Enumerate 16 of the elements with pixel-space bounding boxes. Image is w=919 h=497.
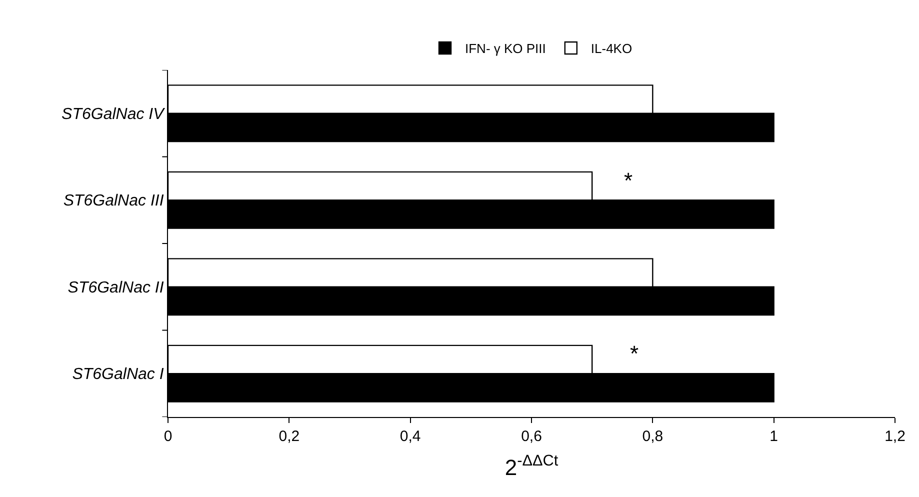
y-tick-label: ST6GalNac III xyxy=(63,192,164,210)
x-tick-label: 0,2 xyxy=(278,428,300,445)
y-tick-label: ST6GalNac IV xyxy=(62,106,166,123)
annotation: * xyxy=(630,341,639,366)
y-tick-label: ST6GalNac I xyxy=(72,366,164,384)
x-tick-label: 1 xyxy=(770,428,778,445)
legend-label: IL-4KO xyxy=(590,41,632,56)
legend-label: IFN- γ KO PIII xyxy=(465,41,546,56)
x-tick-label: 0,8 xyxy=(642,428,664,445)
x-tick-label: 0,4 xyxy=(400,428,421,445)
x-tick-label: 0,6 xyxy=(521,428,542,445)
x-tick-label: 0 xyxy=(164,428,172,445)
x-axis-title: 2$^{-ΔΔCt}$ xyxy=(504,452,559,480)
y-tick-label: ST6GalNac II xyxy=(68,279,164,296)
annotation: * xyxy=(624,168,633,193)
x-tick-label: 1,2 xyxy=(884,428,906,445)
